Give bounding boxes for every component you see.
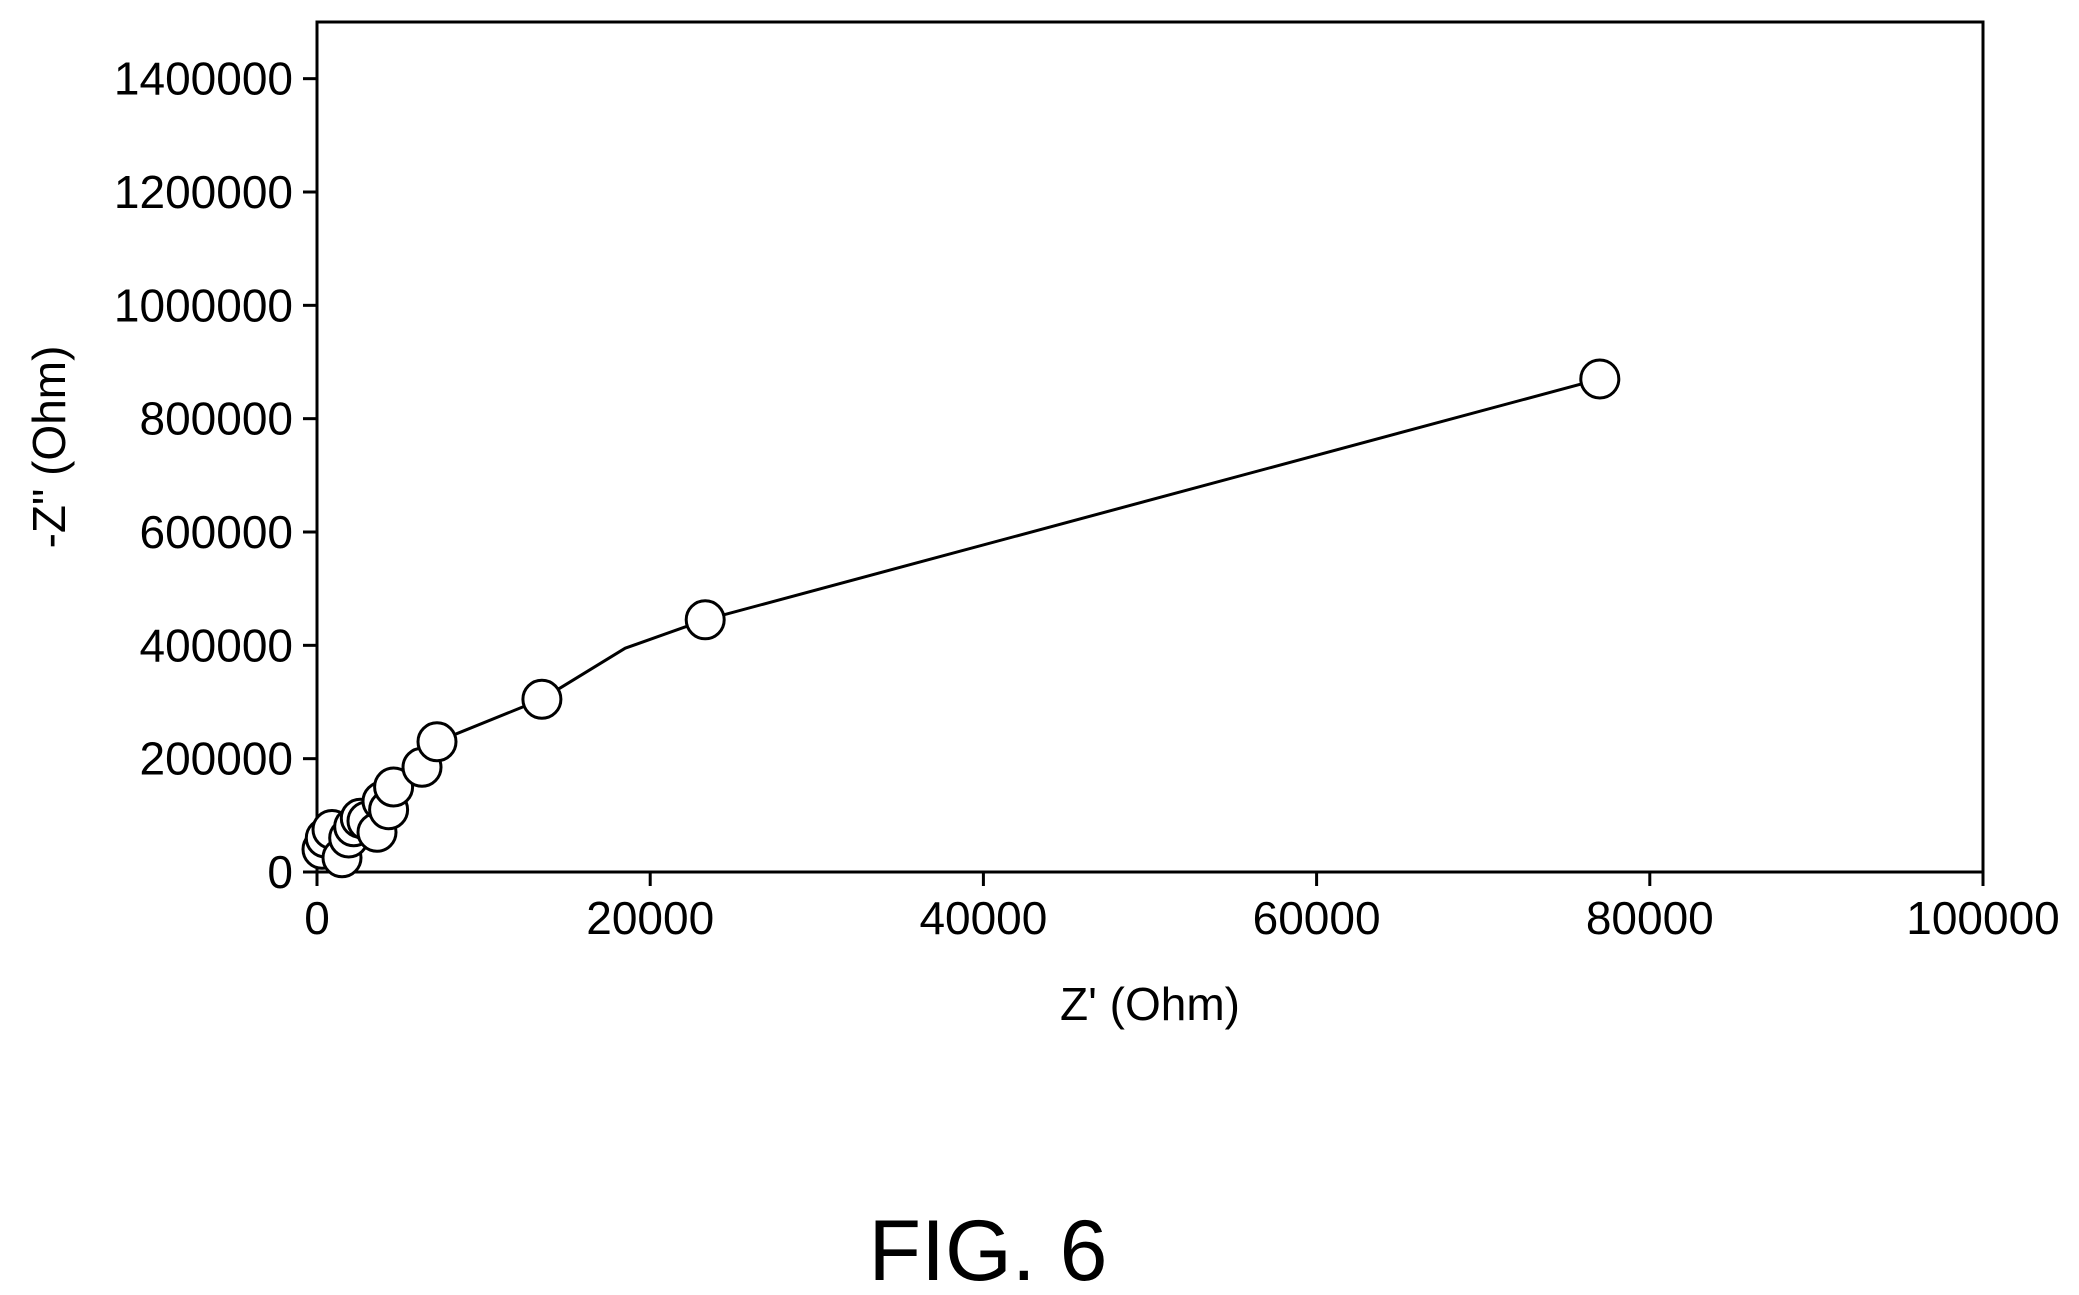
x-tick-label: 40000 [919, 892, 1047, 944]
x-tick-label: 20000 [586, 892, 714, 944]
y-tick-label: 1400000 [114, 53, 293, 105]
data-point [521, 678, 563, 720]
y-axis-label: -Z" (Ohm) [23, 346, 75, 549]
y-tick-label: 1200000 [114, 166, 293, 218]
data-point [1579, 358, 1621, 400]
x-axis-label: Z' (Ohm) [1060, 978, 1240, 1030]
series-points-group [301, 358, 1621, 879]
figure-caption: FIG. 6 [869, 1203, 1108, 1295]
y-axis-ticks: 0 200000 400000 600000 800000 1000000 1200000 1… [114, 53, 317, 898]
x-tick-label: 100000 [1906, 892, 2060, 944]
y-tick-label: 1000000 [114, 279, 293, 331]
data-point [373, 766, 415, 808]
series-line [320, 377, 1601, 850]
x-axis-ticks: 0 20000 40000 60000 80000 100000 [304, 872, 2060, 944]
y-tick-label: 0 [267, 846, 293, 898]
data-point [684, 599, 726, 641]
y-tick-label: 400000 [140, 619, 294, 671]
y-tick-label: 600000 [140, 506, 294, 558]
plot-frame [315, 20, 1985, 874]
x-tick-label: 80000 [1586, 892, 1714, 944]
x-tick-label: 60000 [1253, 892, 1381, 944]
series-line-group [320, 377, 1601, 850]
data-point [416, 721, 458, 763]
y-tick-label: 800000 [140, 393, 294, 445]
x-tick-label: 0 [304, 892, 330, 944]
y-tick-label: 200000 [140, 733, 294, 785]
